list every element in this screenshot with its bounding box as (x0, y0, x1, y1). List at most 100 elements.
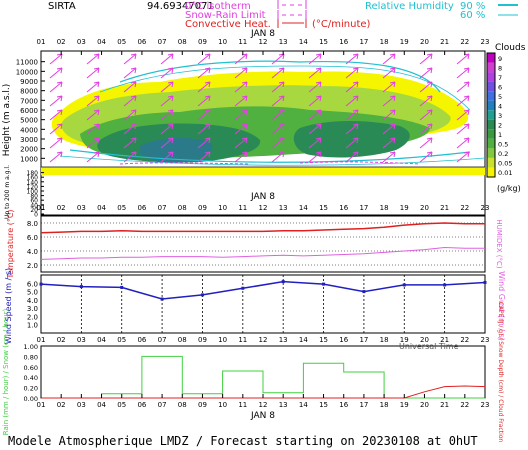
wind-arrow (123, 137, 137, 149)
time-tick-label: 15 (319, 401, 328, 409)
time-tick-label: 18 (380, 401, 389, 409)
wind-arrow (234, 109, 248, 121)
y-tick-label: 0 (34, 212, 38, 219)
wind-arrow (197, 67, 211, 79)
y-tick-label: 6.0 (27, 234, 38, 242)
rain-ylabel: Rain (mm / hour) / Snow (cm / hour) (2, 309, 10, 436)
time-tick-label: 05 (117, 204, 126, 212)
wind-arrow (382, 151, 396, 163)
wind-arrow-head (352, 109, 359, 116)
temperature-series-line (40, 222, 485, 234)
time-tick-label: 16 (339, 336, 348, 344)
time-tick-label: 07 (158, 401, 167, 409)
wind-arrow (345, 53, 359, 65)
wind-arrow-head (56, 151, 63, 158)
cloud-field (51, 60, 485, 166)
wind-arrow-head (389, 137, 396, 144)
wind-arrow-head (426, 109, 433, 116)
colorbar-segment (487, 119, 495, 130)
colorbar-segment (487, 53, 495, 63)
cloud-teal-core (140, 137, 213, 163)
time-tick-label: 08 (178, 204, 187, 212)
colorbar-segment (487, 167, 495, 177)
wind-arrow (86, 137, 100, 149)
wind-arrow-head (241, 123, 248, 130)
wind-arrow (160, 53, 174, 65)
clouds-colorbar: 98 76 54 3 21 0.50.2 0.050.01 (486, 52, 512, 178)
wind-arrow-head (204, 81, 211, 88)
time-tick-label: 10 (218, 38, 227, 46)
y-tick-label: 4.0 (27, 248, 38, 256)
time-tick-label: 01 (37, 204, 46, 212)
wind-arrow (160, 137, 174, 149)
time-tick-label: 09 (198, 38, 207, 46)
wind-arrow (419, 137, 433, 149)
clouds-panel: 1100010000900080007000600050004000300020… (2, 43, 526, 219)
wind-arrow-head (93, 95, 100, 102)
wind-arrow-head (278, 151, 285, 158)
wind-arrow-head (352, 81, 359, 88)
wind-arrow (271, 151, 285, 163)
time-tick-label: 19 (400, 401, 409, 409)
wind-arrow-head (389, 95, 396, 102)
colorbar-tick-label: 2 (498, 122, 502, 130)
colorbar-tick-label: 0.05 (498, 160, 512, 168)
wind-arrow (49, 67, 63, 79)
time-tick-label: 20 (420, 204, 429, 212)
colorbar-segment (487, 148, 495, 158)
time-tick-label: 01 (37, 336, 46, 344)
y-tick-label: 0.40 (24, 374, 38, 382)
time-tick-label: 22 (460, 38, 469, 46)
time-tick-label: 14 (299, 336, 308, 344)
wind-arrow (308, 109, 322, 121)
date-label-top: JAN 8 (250, 29, 275, 39)
footer-caption: Modele Atmospherique LMDZ / Forecast sta… (8, 434, 478, 448)
wind-arrow-head (315, 95, 322, 102)
time-tick-label: 02 (57, 38, 66, 46)
wind-arrow-head (315, 151, 322, 158)
cloud-lower-band (41, 167, 485, 175)
station-name: SIRTA (48, 1, 76, 12)
wind-arrow-head (315, 109, 322, 116)
wind-arrows (49, 53, 470, 163)
colorbar-title: Clouds (495, 43, 526, 53)
wind-arrow (345, 151, 359, 163)
time-tick-label: 22 (460, 401, 469, 409)
wind-arrow-head (278, 137, 285, 144)
wind-arrow-head (463, 67, 470, 74)
wind-arrow-head (389, 81, 396, 88)
wind-ylabel: Wind Speed (m / s) (4, 268, 13, 344)
time-tick-label: 10 (218, 204, 227, 212)
colorbar-segment (487, 157, 495, 168)
wind-arrow (49, 151, 63, 163)
wind-arrow (160, 81, 174, 93)
wind-arrow-head (315, 81, 322, 88)
time-tick-label: 05 (117, 401, 126, 409)
wind-arrow (419, 67, 433, 79)
wind-arrow (456, 109, 470, 121)
wind-arrow-head (93, 53, 100, 60)
y-tick-label: 2000 (20, 146, 38, 154)
date-label-mid1: JAN 8 (250, 192, 275, 202)
wind-arrow (308, 53, 322, 65)
wind-arrow (160, 109, 174, 121)
wind-arrow (308, 95, 322, 107)
wind-gust-ylabel: Wind Gust (m / s) (497, 271, 506, 341)
wind-arrow (345, 81, 359, 93)
wind-arrow-head (315, 53, 322, 60)
wind-arrow-head (315, 67, 322, 74)
wind-arrow-head (389, 53, 396, 60)
wind-arrow-head (426, 67, 433, 74)
wind-speed-series-line (40, 280, 486, 300)
wind-arrow (86, 123, 100, 135)
wind-arrow (123, 109, 137, 121)
wind-arrow (234, 123, 248, 135)
wind-arrow (197, 151, 211, 163)
wind-arrow (49, 109, 63, 121)
wind-arrow-head (167, 81, 174, 88)
wind-arrow (419, 109, 433, 121)
wind-arrow (345, 123, 359, 135)
y-tick-label: 0.80 (24, 353, 38, 361)
wind-arrow (123, 81, 137, 93)
wind-arrow-head (352, 151, 359, 158)
